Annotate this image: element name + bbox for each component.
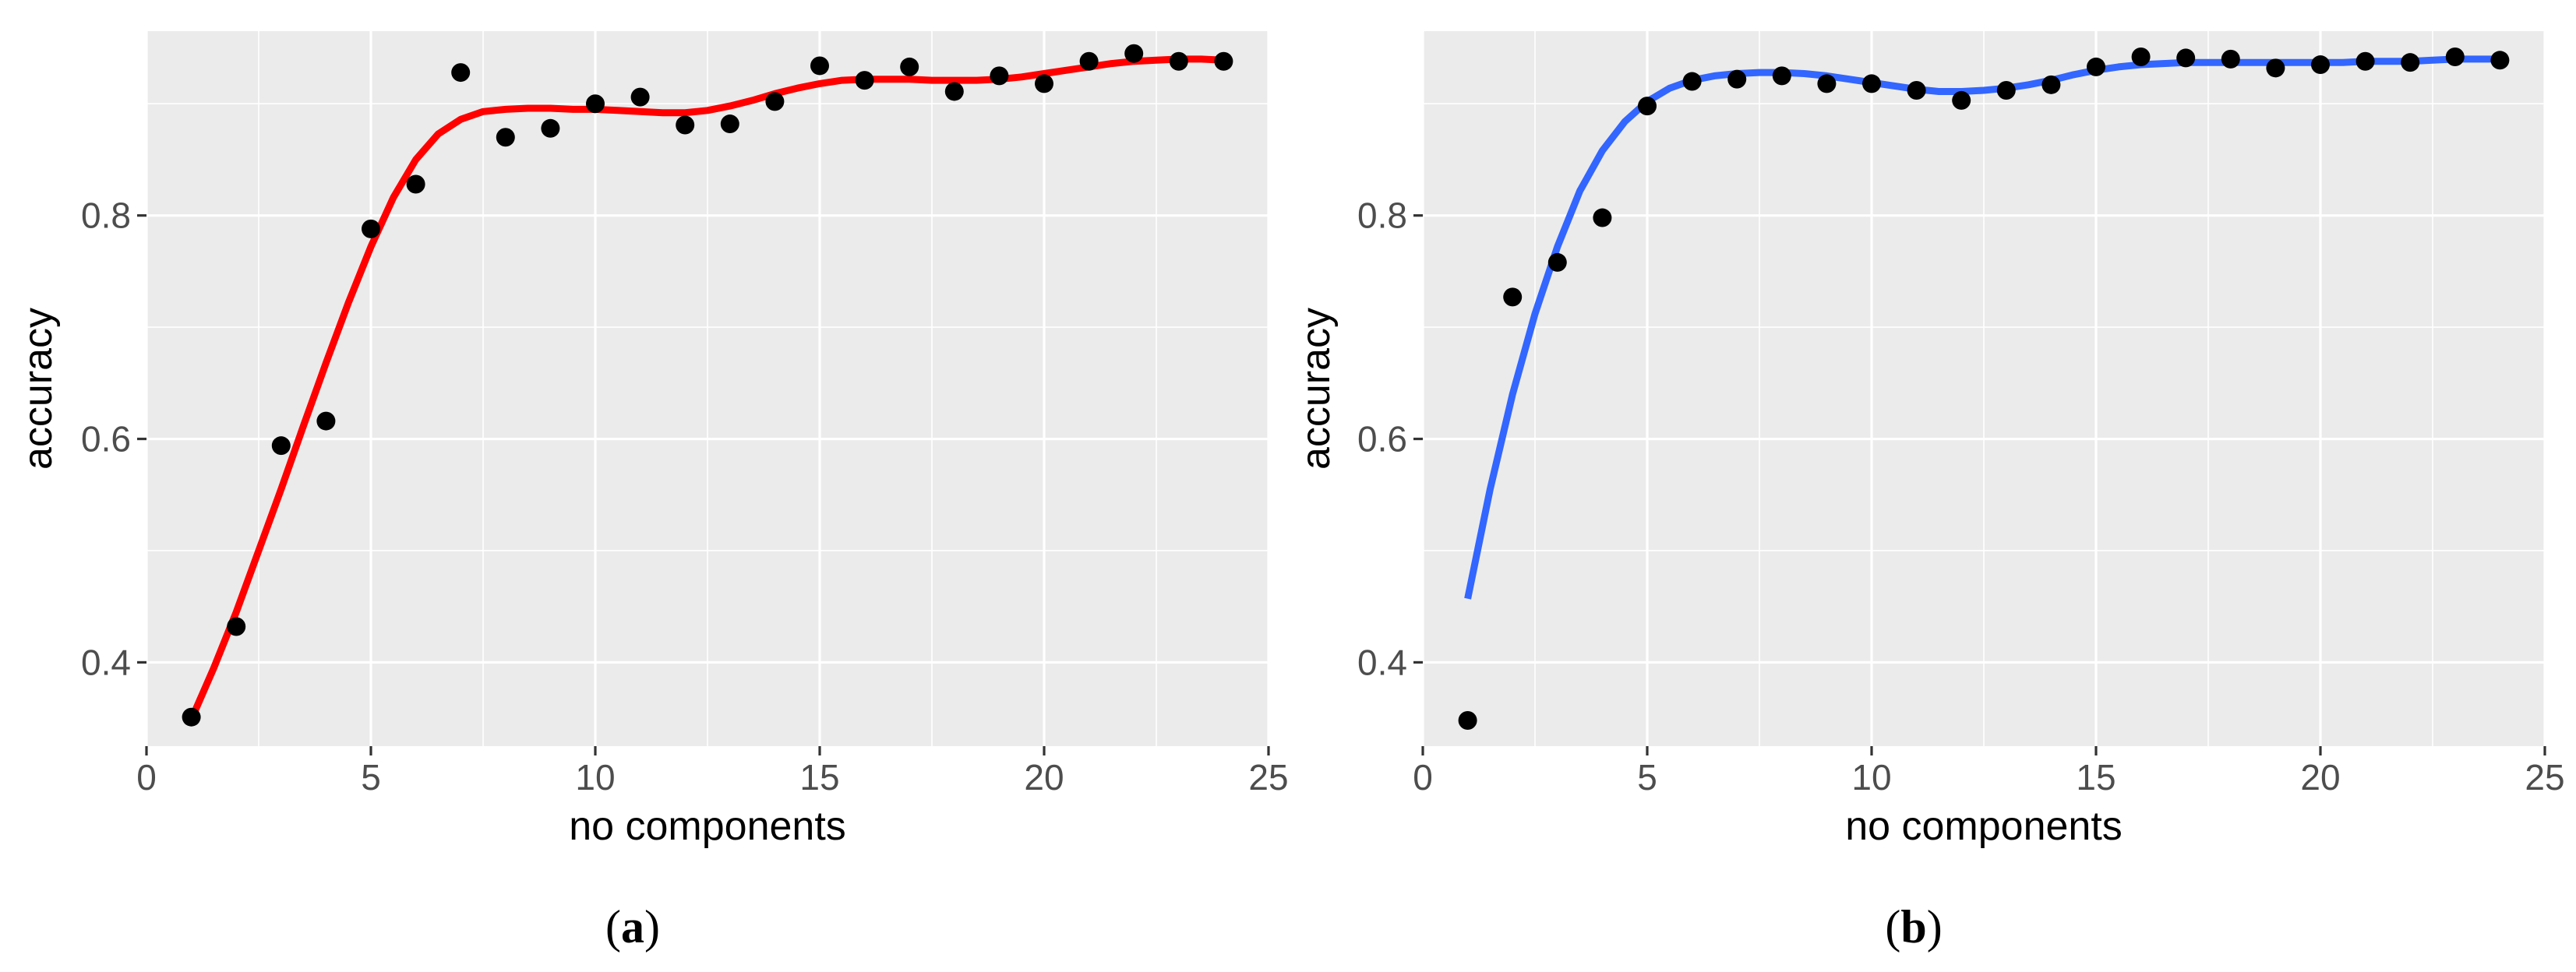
panel-b-data-point xyxy=(1547,252,1567,272)
panel-b-minor-grid xyxy=(1423,31,2545,746)
panel-a-data-point xyxy=(676,115,695,135)
panel-a-data-point xyxy=(227,617,246,636)
panel-b-data-point xyxy=(1996,81,2016,100)
panel-a-data-point xyxy=(182,707,201,727)
panel-a-data-point xyxy=(1079,51,1099,71)
panel-b-data-point xyxy=(1727,69,1747,89)
panel-b-data-point xyxy=(2041,75,2061,94)
panel-a-data-point xyxy=(496,128,515,147)
panel-b-data-point xyxy=(1682,72,1702,91)
panel-b-data-point xyxy=(1907,81,1926,100)
panel-b-data-point xyxy=(1952,90,1971,110)
panel-a-data-point xyxy=(1124,44,1144,63)
panel-a-x-axis-title: no components xyxy=(569,804,846,849)
panel-b-data-point xyxy=(2176,48,2196,68)
panel-a-data-point xyxy=(362,219,380,238)
panel-a-data-point xyxy=(810,56,829,76)
panel-b-series xyxy=(1458,47,2510,731)
panel-b-data-point xyxy=(1772,66,1791,86)
panel-a-series xyxy=(182,44,1233,727)
panel-b-x-tick-label-0: 0 xyxy=(1413,757,1433,798)
panel-b-x-tick-label-5: 25 xyxy=(2525,757,2564,798)
panel-b-data-point xyxy=(2490,51,2510,70)
panel-a-data-point xyxy=(316,411,336,431)
panel-b-data-point xyxy=(2311,55,2330,75)
panel-b-y-tick-label-2: 0.8 xyxy=(1357,195,1407,236)
panel-b-y-tick-labels: 0.4 0.6 0.8 xyxy=(1357,195,1407,683)
panel-b-data-point xyxy=(2445,47,2465,66)
panel-a-data-point xyxy=(990,66,1009,86)
panel-b: 0 5 10 15 20 25 0.4 0.6 0.8 no components accur… xyxy=(1293,31,2565,953)
panel-a-data-point xyxy=(900,57,919,76)
panel-a-y-tick-labels: 0.4 0.6 0.8 xyxy=(81,195,131,683)
panel-a-data-point xyxy=(1169,51,1188,71)
panel-b-x-tick-label-4: 20 xyxy=(2300,757,2340,798)
panel-a-data-point xyxy=(586,94,605,114)
panel-b-y-axis-title: accuracy xyxy=(1293,308,1339,470)
panel-b-data-point xyxy=(1862,74,1881,93)
panel-a-data-point xyxy=(406,174,425,194)
panel-a-data-point xyxy=(765,92,785,111)
panel-a-data-point xyxy=(855,71,874,90)
panel-b-data-point xyxy=(1817,74,1837,93)
panel-a-y-axis-title: accuracy xyxy=(16,308,61,470)
panel-a-smooth-line xyxy=(188,55,1224,721)
panel-a-x-tick-label-1: 5 xyxy=(361,757,381,798)
panel-b-data-point xyxy=(2087,57,2105,76)
panel-a-data-point xyxy=(271,436,291,456)
panel-a-y-tick-label-0: 0.4 xyxy=(81,642,131,682)
panel-a-x-tick-label-2: 10 xyxy=(575,757,615,798)
panel-b-major-grid xyxy=(1421,31,2546,746)
panel-b-data-point xyxy=(1638,97,1657,116)
panel-b-x-tick-label-3: 15 xyxy=(2076,757,2115,798)
panel-b-data-point xyxy=(1503,287,1523,307)
panel-a-axis-ticks xyxy=(137,214,1270,755)
panel-a-x-tick-labels: 0 5 10 15 20 25 xyxy=(136,757,1288,798)
panel-a-major-grid xyxy=(145,31,1270,746)
panel-b-data-point xyxy=(2401,53,2420,72)
panel-b-y-tick-label-0: 0.4 xyxy=(1357,642,1407,682)
panel-a-minor-grid xyxy=(146,31,1269,746)
panel-a-data-point xyxy=(451,63,471,83)
panel-a-data-point xyxy=(720,114,739,134)
panel-b-data-point xyxy=(2266,58,2285,78)
panel-a-x-tick-label-3: 15 xyxy=(799,757,839,798)
panel-b-x-tick-label-2: 10 xyxy=(1851,757,1891,798)
panel-b-data-point xyxy=(2221,49,2240,69)
panel-a-x-tick-label-5: 25 xyxy=(1248,757,1288,798)
panel-a-x-tick-label-4: 20 xyxy=(1024,757,1064,798)
panel-b-data-point xyxy=(2131,47,2151,66)
panel-b-data-point xyxy=(1458,711,1477,731)
panel-b-caption-letter: b xyxy=(1900,901,1926,953)
panel-a-y-tick-label-1: 0.6 xyxy=(81,419,131,460)
panel-b-caption: (b) xyxy=(1885,901,1942,953)
panel-a-y-tick-label-2: 0.8 xyxy=(81,195,131,236)
panel-a-data-point xyxy=(541,118,560,138)
panel-b-y-tick-label-1: 0.6 xyxy=(1357,419,1407,460)
panel-b-x-tick-label-1: 5 xyxy=(1637,757,1657,798)
panel-b-x-tick-labels: 0 5 10 15 20 25 xyxy=(1413,757,2564,798)
panel-a-data-point xyxy=(1035,74,1053,93)
panel-b-x-axis-title: no components xyxy=(1845,804,2123,849)
panel-a-caption: (a) xyxy=(605,901,660,953)
panel-b-data-point xyxy=(2355,51,2375,71)
panel-a-data-point xyxy=(944,82,964,101)
panel-b-axis-ticks xyxy=(1413,214,2546,755)
panel-a-data-point xyxy=(1214,51,1233,71)
panel-a: 0 5 10 15 20 25 0.4 0.6 0.8 no components accur… xyxy=(16,31,1289,953)
panel-a-caption-letter: a xyxy=(621,901,644,953)
panel-b-data-point xyxy=(1593,208,1612,227)
panel-a-x-tick-label-0: 0 xyxy=(136,757,157,798)
panel-a-data-point xyxy=(630,87,650,107)
